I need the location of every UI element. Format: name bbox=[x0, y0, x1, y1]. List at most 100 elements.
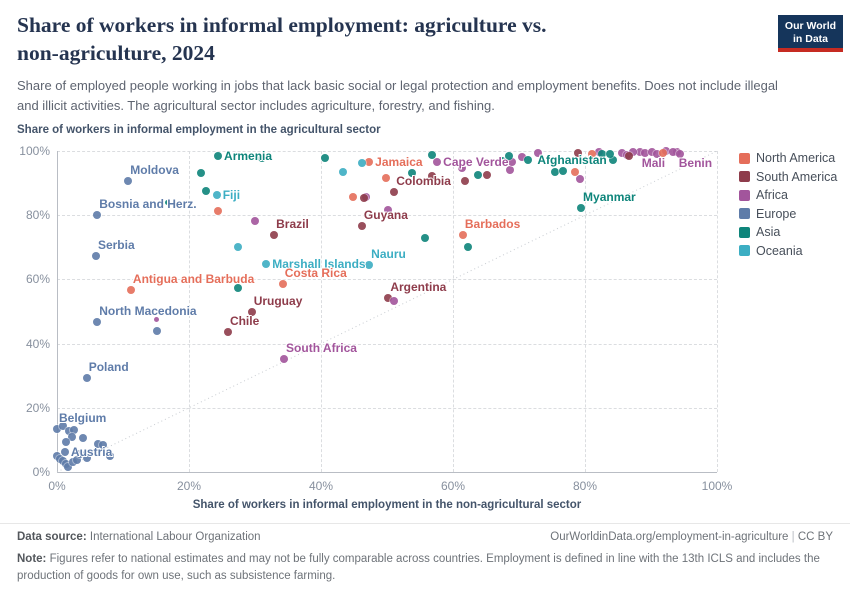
data-point[interactable] bbox=[483, 171, 492, 180]
entity-label[interactable]: Mali bbox=[641, 155, 666, 170]
data-point[interactable] bbox=[58, 422, 67, 431]
entity-label[interactable]: Nauru bbox=[371, 246, 406, 261]
data-point[interactable] bbox=[427, 150, 436, 159]
data-point[interactable] bbox=[233, 284, 242, 293]
data-point[interactable] bbox=[458, 164, 467, 172]
data-point[interactable] bbox=[617, 148, 626, 157]
data-point[interactable] bbox=[534, 148, 543, 157]
point-Armenia[interactable] bbox=[214, 152, 223, 161]
data-point[interactable] bbox=[202, 187, 211, 196]
data-point[interactable] bbox=[105, 451, 114, 460]
point-Guyana[interactable] bbox=[357, 222, 366, 231]
data-point[interactable] bbox=[381, 173, 390, 182]
data-point[interactable] bbox=[68, 433, 77, 441]
data-point[interactable] bbox=[165, 199, 171, 205]
point-North Macedonia[interactable] bbox=[93, 318, 102, 327]
data-point[interactable] bbox=[421, 233, 430, 242]
data-point[interactable] bbox=[505, 165, 514, 174]
entity-label[interactable]: Armenia bbox=[224, 149, 273, 164]
legend-item-south_america[interactable]: South America bbox=[739, 169, 837, 185]
legend-item-africa[interactable]: Africa bbox=[739, 187, 788, 203]
data-point[interactable] bbox=[384, 206, 393, 215]
data-point[interactable] bbox=[214, 207, 223, 216]
entity-label[interactable]: Jamaica bbox=[375, 154, 423, 169]
point-Marshall Islands[interactable] bbox=[262, 259, 271, 268]
data-point[interactable] bbox=[427, 172, 436, 181]
data-point[interactable] bbox=[348, 192, 357, 201]
point-Moldova[interactable] bbox=[124, 176, 133, 185]
entity-label[interactable]: Colombia bbox=[396, 174, 451, 189]
legend-item-asia[interactable]: Asia bbox=[739, 224, 780, 240]
entity-label[interactable]: Benin bbox=[678, 155, 713, 170]
entity-label[interactable]: Guyana bbox=[363, 208, 408, 223]
data-point[interactable] bbox=[524, 155, 533, 164]
legend-item-europe[interactable]: Europe bbox=[739, 206, 796, 222]
entity-label[interactable]: Barbados bbox=[464, 217, 521, 232]
data-point[interactable] bbox=[588, 149, 597, 158]
data-point[interactable] bbox=[338, 167, 347, 176]
data-point[interactable] bbox=[408, 169, 417, 178]
point-Austria[interactable] bbox=[60, 448, 69, 457]
data-point[interactable] bbox=[99, 441, 108, 450]
entity-label[interactable]: Fiji bbox=[222, 187, 241, 202]
legend-item-north_america[interactable]: North America bbox=[739, 150, 835, 166]
data-point[interactable] bbox=[505, 152, 514, 161]
entity-label[interactable]: Poland bbox=[88, 359, 129, 374]
data-point[interactable] bbox=[153, 317, 159, 323]
point-Argentina[interactable] bbox=[384, 294, 393, 303]
point-Uruguay[interactable] bbox=[247, 308, 256, 317]
data-point[interactable] bbox=[64, 426, 73, 435]
point-Jamaica[interactable] bbox=[365, 157, 374, 166]
point-Myanmar[interactable] bbox=[577, 204, 586, 213]
entity-label[interactable]: Marshall Islands bbox=[272, 256, 366, 271]
point-Barbados[interactable] bbox=[458, 231, 467, 240]
entity-label[interactable]: Belgium bbox=[59, 410, 107, 425]
data-point[interactable] bbox=[64, 462, 73, 471]
data-point[interactable] bbox=[573, 148, 582, 157]
point-South Africa[interactable] bbox=[280, 355, 289, 363]
data-point[interactable] bbox=[606, 149, 615, 158]
data-point[interactable] bbox=[62, 438, 71, 447]
data-point[interactable] bbox=[571, 167, 580, 176]
point-Fiji[interactable] bbox=[212, 190, 221, 199]
entity-label[interactable]: Afghanistan bbox=[537, 152, 607, 167]
point-Mali[interactable] bbox=[635, 147, 644, 156]
data-point[interactable] bbox=[153, 327, 162, 336]
data-point[interactable] bbox=[575, 174, 584, 183]
data-point[interactable] bbox=[78, 433, 87, 442]
data-point[interactable] bbox=[668, 147, 677, 156]
data-point[interactable] bbox=[507, 157, 516, 166]
legend-item-oceania[interactable]: Oceania bbox=[739, 243, 803, 259]
point-Afghanistan[interactable] bbox=[608, 155, 617, 164]
point-Poland[interactable] bbox=[82, 373, 91, 382]
data-point[interactable] bbox=[76, 450, 85, 459]
point-Colombia[interactable] bbox=[390, 188, 399, 197]
entity-label[interactable]: Bosnia and Herz. bbox=[99, 196, 197, 211]
point-Belgium[interactable] bbox=[53, 424, 61, 433]
data-point[interactable] bbox=[251, 216, 259, 225]
point-Serbia[interactable] bbox=[91, 251, 100, 260]
entity-label[interactable]: Brazil bbox=[276, 217, 309, 232]
data-point[interactable] bbox=[357, 158, 366, 167]
entity-label[interactable]: Cape Verde bbox=[443, 154, 509, 169]
entity-label[interactable]: Uruguay bbox=[253, 294, 303, 309]
data-point[interactable] bbox=[497, 156, 506, 165]
data-point[interactable] bbox=[598, 149, 607, 158]
data-point[interactable] bbox=[658, 148, 667, 157]
data-point[interactable] bbox=[359, 193, 368, 202]
entity-label[interactable]: Argentina bbox=[390, 280, 447, 295]
point-Cape Verde[interactable] bbox=[433, 157, 442, 166]
data-point[interactable] bbox=[72, 456, 81, 465]
point-Chile[interactable] bbox=[223, 328, 232, 337]
data-point[interactable] bbox=[474, 171, 483, 180]
entity-label[interactable]: Moldova bbox=[130, 162, 179, 177]
point-Bosnia and Herz.[interactable] bbox=[93, 210, 102, 219]
entity-label[interactable]: Myanmar bbox=[583, 190, 636, 205]
entity-label[interactable]: Costa Rica bbox=[284, 265, 347, 280]
data-point[interactable] bbox=[93, 440, 102, 449]
point-Brazil[interactable] bbox=[270, 231, 279, 240]
entity-label[interactable]: Serbia bbox=[97, 237, 135, 252]
entity-label[interactable]: South Africa bbox=[286, 341, 357, 355]
data-point[interactable] bbox=[82, 453, 91, 462]
data-point[interactable] bbox=[464, 242, 473, 251]
